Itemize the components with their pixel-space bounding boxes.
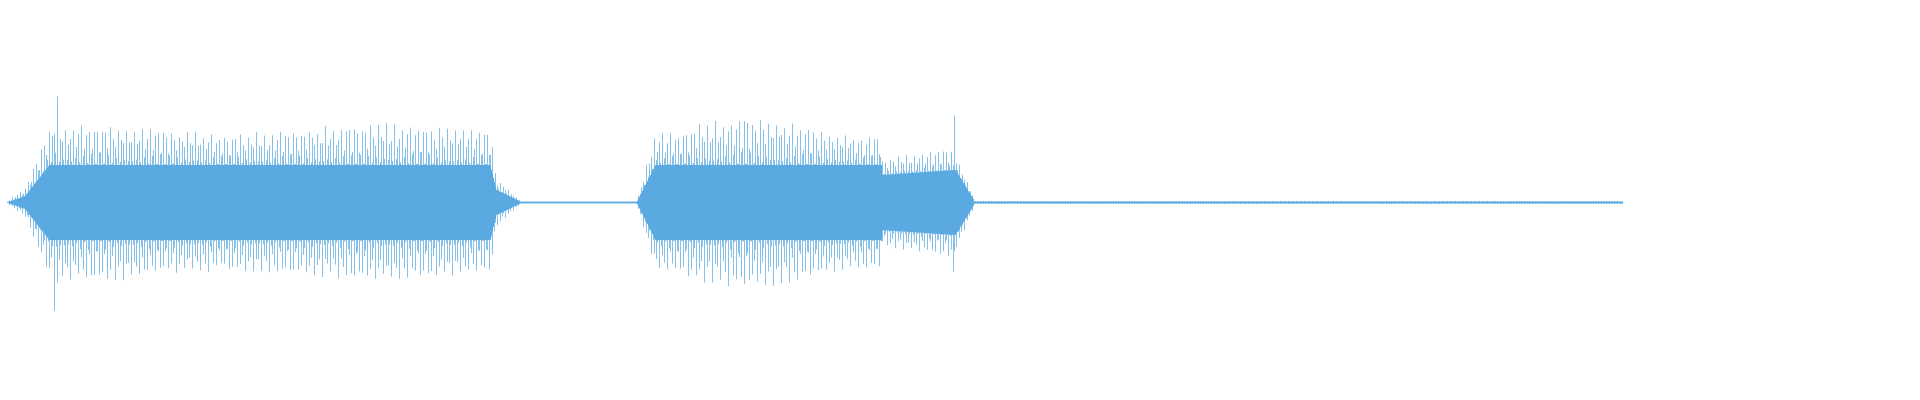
waveform-core: [6, 165, 1624, 240]
